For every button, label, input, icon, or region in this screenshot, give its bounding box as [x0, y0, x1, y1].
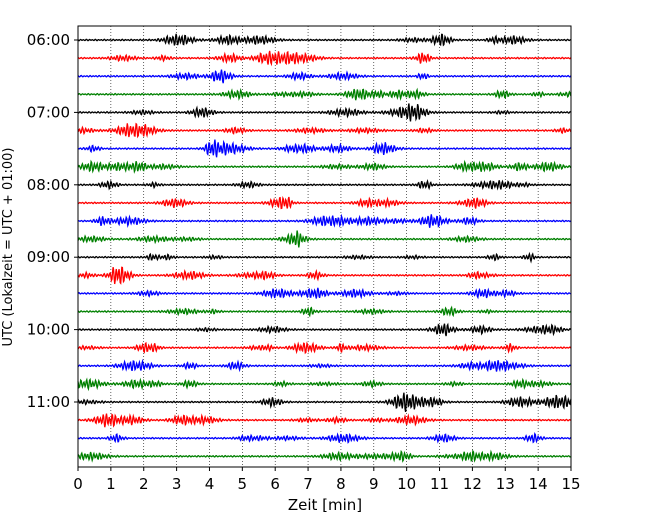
trace-row-3 [77, 69, 572, 84]
y-tick-label-08:00: 08:00 [27, 176, 70, 194]
trace-row-11 [77, 213, 572, 228]
x-axis-ticks: 0 1 2 3 4 5 6 7 8 9 10 11 12 13 14 15 [73, 467, 581, 493]
x-tick-label-14: 14 [529, 475, 548, 493]
x-tick-label-12: 12 [463, 475, 482, 493]
x-tick-label-11: 11 [430, 475, 449, 493]
y-axis-ticks: 06:00 07:00 08:00 09:00 10:00 11:00 [27, 31, 78, 411]
x-tick-label-10: 10 [397, 475, 416, 493]
trace-row-21 [77, 392, 572, 413]
trace-row-6 [77, 122, 572, 139]
x-tick-label-5: 5 [238, 475, 248, 493]
trace-row-2 [77, 50, 572, 67]
trace-row-22 [77, 413, 572, 428]
trace-group [77, 33, 572, 463]
x-tick-label-1: 1 [106, 475, 116, 493]
x-tick-label-4: 4 [205, 475, 215, 493]
x-axis-label: Zeit [min] [288, 496, 362, 514]
x-tick-label-2: 2 [139, 475, 149, 493]
x-tick-label-13: 13 [496, 475, 515, 493]
trace-row-10 [77, 195, 572, 210]
trace-row-23 [77, 432, 572, 444]
trace-row-9 [77, 178, 572, 191]
trace-row-19 [77, 358, 572, 373]
x-tick-label-7: 7 [303, 475, 313, 493]
trace-row-16 [77, 305, 572, 318]
y-tick-label-09:00: 09:00 [27, 248, 70, 266]
trace-row-14 [77, 266, 572, 285]
trace-row-12 [77, 230, 572, 248]
trace-row-15 [77, 287, 572, 300]
x-tick-label-0: 0 [73, 475, 83, 493]
x-tick-label-3: 3 [172, 475, 182, 493]
y-tick-label-07:00: 07:00 [27, 103, 70, 121]
x-tick-label-8: 8 [336, 475, 346, 493]
y-tick-label-10:00: 10:00 [27, 321, 70, 339]
plot-frame [77, 25, 572, 468]
y-tick-label-06:00: 06:00 [27, 31, 70, 49]
x-tick-label-9: 9 [369, 475, 379, 493]
x-tick-label-15: 15 [561, 475, 580, 493]
trace-row-18 [77, 341, 572, 355]
vertical-grid [110, 26, 539, 467]
x-tick-label-6: 6 [270, 475, 280, 493]
y-axis-label: UTC (Lokalzeit = UTC + 01:00) [1, 148, 16, 347]
trace-row-20 [77, 377, 572, 392]
trace-row-24 [77, 449, 572, 463]
trace-row-13 [77, 251, 572, 264]
trace-row-17 [77, 322, 572, 337]
trace-row-1 [77, 33, 572, 47]
trace-row-4 [77, 87, 572, 102]
y-tick-label-11:00: 11:00 [27, 393, 70, 411]
trace-row-8 [77, 159, 572, 174]
trace-row-7 [77, 139, 572, 158]
trace-row-5 [77, 103, 572, 122]
